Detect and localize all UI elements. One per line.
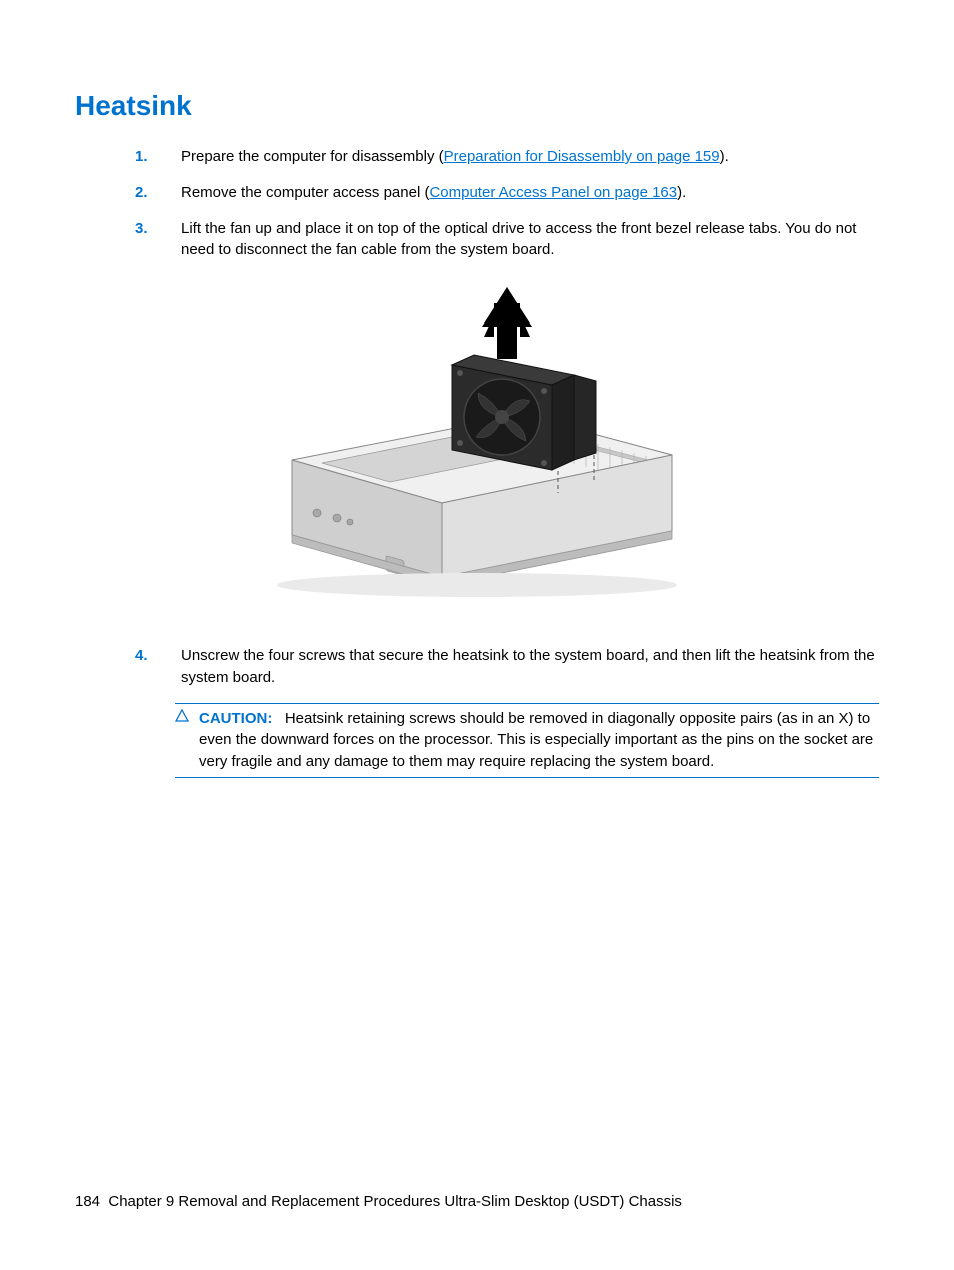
step-body: Unscrew the four screws that secure the … [181,645,879,689]
caution-label: CAUTION: [199,710,272,727]
caution-body: Heatsink retaining screws should be remo… [199,710,873,771]
xref-link-preparation[interactable]: Preparation for Disassembly on page 159 [444,148,720,165]
caution-icon [175,708,199,773]
step-4: 4. Unscrew the four screws that secure t… [135,645,879,689]
page-number: 184 [75,1193,100,1210]
procedure-list-continued: 4. Unscrew the four screws that secure t… [135,645,879,689]
step-body: Lift the fan up and place it on top of t… [181,218,879,262]
step-body: Remove the computer access panel (Comput… [181,182,879,204]
caution-text: CAUTION: Heatsink retaining screws shoul… [199,708,879,773]
step-text-before: Prepare the computer for disassembly ( [181,148,444,165]
step-number: 2. [135,182,181,204]
step-number: 1. [135,146,181,168]
step-number: 4. [135,645,181,689]
step-number: 3. [135,218,181,262]
step-text-after: ). [720,148,729,165]
step-text-before: Remove the computer access panel ( [181,184,429,201]
step-text-after: ). [677,184,686,201]
fan-assembly [452,355,574,470]
figure-heatsink-removal [75,285,879,605]
procedure-list: 1. Prepare the computer for disassembly … [135,146,879,261]
xref-link-access-panel[interactable]: Computer Access Panel on page 163 [429,184,677,201]
section-heading: Heatsink [75,90,879,122]
heatsink-illustration [262,285,692,605]
step-body: Prepare the computer for disassembly (Pr… [181,146,879,168]
step-3: 3. Lift the fan up and place it on top o… [135,218,879,262]
caution-note: CAUTION: Heatsink retaining screws shoul… [175,703,879,778]
step-1: 1. Prepare the computer for disassembly … [135,146,879,168]
page-footer: 184 Chapter 9 Removal and Replacement Pr… [75,1193,682,1210]
step-2: 2. Remove the computer access panel (Com… [135,182,879,204]
chapter-title: Chapter 9 Removal and Replacement Proced… [108,1193,682,1210]
